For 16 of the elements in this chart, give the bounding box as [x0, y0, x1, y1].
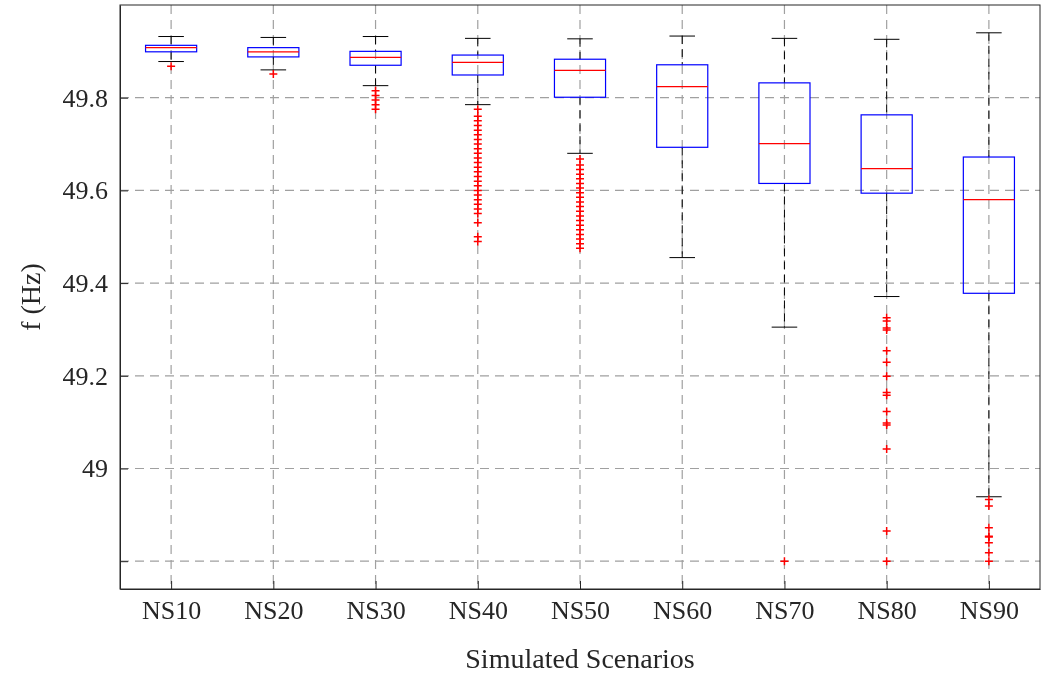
y-tick-label: 49.4	[62, 268, 108, 298]
y-axis-title: f (Hz)	[15, 263, 46, 331]
x-tick-label: NS90	[959, 596, 1020, 626]
y-tick-label: 49.2	[62, 361, 108, 391]
x-tick-label: NS20	[244, 596, 304, 626]
x-axis-title: Simulated Scenarios	[465, 643, 695, 674]
y-tick-label: 49.8	[62, 83, 108, 113]
y-tick-label: 49.6	[62, 176, 108, 206]
x-tick-label: NS30	[346, 596, 406, 626]
x-tick-label: NS60	[653, 596, 713, 626]
x-tick-label: NS10	[141, 596, 202, 626]
x-tick-label: NS80	[857, 596, 917, 626]
x-tick-label: NS50	[550, 596, 611, 626]
x-tick-label: NS70	[755, 596, 815, 626]
y-tick-label: 49	[82, 454, 108, 484]
x-tick-label: NS40	[448, 596, 508, 626]
